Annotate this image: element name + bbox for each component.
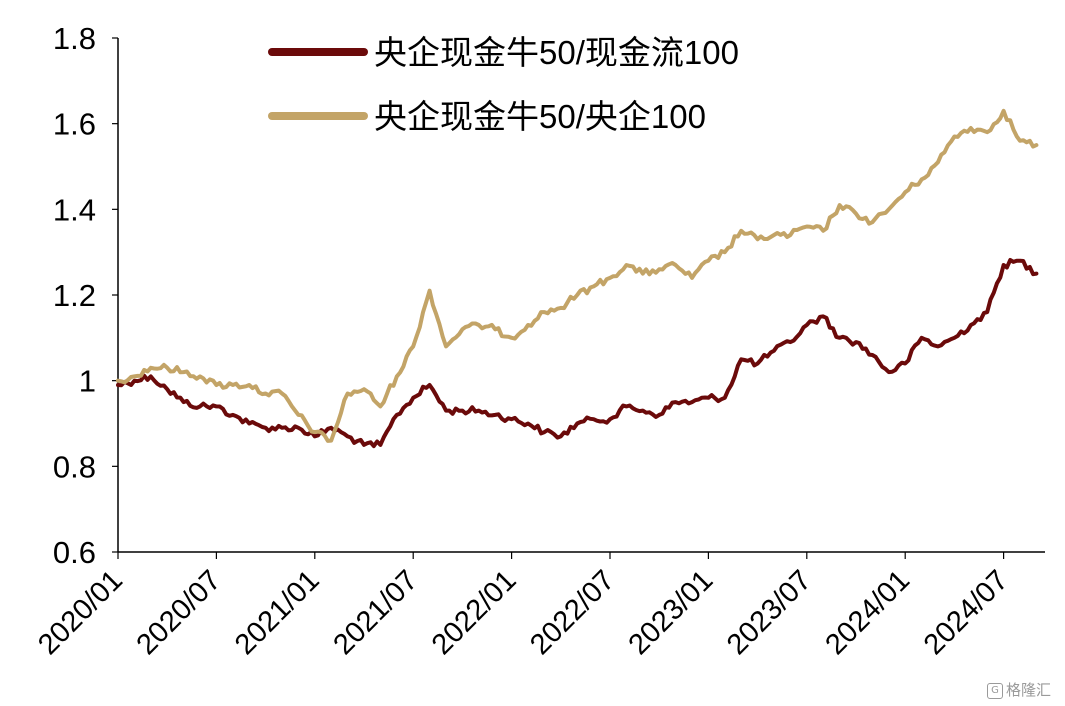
series-line-2 <box>116 108 1039 443</box>
x-tick-label: 2023/01 <box>623 564 720 661</box>
y-tick-label: 1.8 <box>53 21 96 56</box>
watermark: G 格隆汇 <box>986 679 1051 700</box>
x-tick-label: 2021/07 <box>327 564 424 661</box>
series-line-1 <box>116 258 1039 449</box>
y-tick-label: 1.2 <box>53 278 96 313</box>
x-tick-label: 2020/01 <box>32 564 129 661</box>
x-tick-label: 2022/01 <box>426 564 523 661</box>
x-tick-label: 2022/07 <box>524 564 621 661</box>
x-tick-label: 2021/01 <box>229 564 326 661</box>
series-layer <box>116 108 1039 449</box>
legend-label-1: 央企现金牛50/现金流100 <box>374 34 739 71</box>
y-tick-label: 1.4 <box>53 192 96 227</box>
y-tick-label: 1.6 <box>53 107 96 142</box>
x-tick-label: 2023/07 <box>721 564 818 661</box>
y-tick-label: 0.8 <box>53 449 96 484</box>
g-logo-icon: G <box>986 682 1003 699</box>
x-tick-label: 2020/07 <box>131 564 228 661</box>
y-tick-label: 1 <box>79 364 96 399</box>
y-tick-label: 0.6 <box>53 535 96 570</box>
legend: 央企现金牛50/现金流100 央企现金牛50/央企100 <box>268 34 739 135</box>
x-tick-label: 2024/01 <box>819 564 916 661</box>
watermark-text: 格隆汇 <box>1005 681 1051 699</box>
x-tick-label: 2024/07 <box>918 564 1015 661</box>
legend-label-2: 央企现金牛50/央企100 <box>374 98 706 135</box>
